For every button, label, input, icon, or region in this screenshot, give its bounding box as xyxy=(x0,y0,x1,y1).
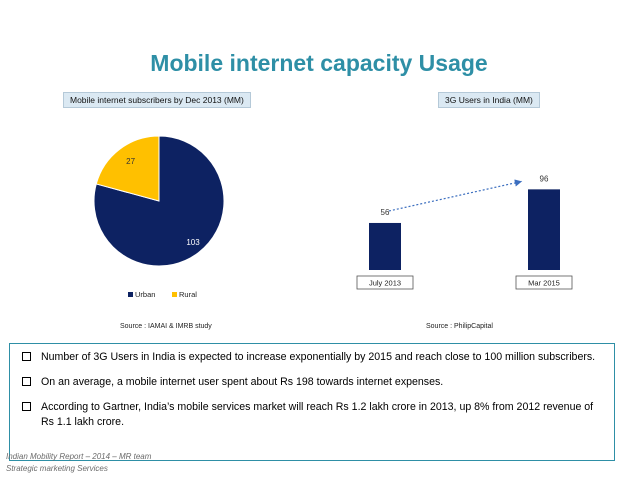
pie-chart-source: Source : IAMAI & IMRB study xyxy=(120,323,212,330)
bullet-item: Number of 3G Users in India is expected … xyxy=(22,350,606,365)
bar-chart-source: Source : PhilipCapital xyxy=(426,323,493,330)
checkbox-bullet-icon xyxy=(22,377,31,386)
pie-chart: 103 27 Urban Rural xyxy=(93,135,225,299)
bullet-item: On an average, a mobile internet user sp… xyxy=(22,375,606,390)
category-label-box xyxy=(356,275,414,290)
bullet-text: On an average, a mobile internet user sp… xyxy=(41,376,444,388)
bar xyxy=(528,189,560,270)
bar-chart: 56 July 2013 96 Mar 2015 xyxy=(356,174,573,290)
bar-data-label: 56 xyxy=(381,208,390,217)
bullet-text: Number of 3G Users in India is expected … xyxy=(41,351,596,363)
category-label: Mar 2015 xyxy=(528,279,560,288)
category-label: July 2013 xyxy=(369,279,401,288)
legend-swatch xyxy=(128,292,133,297)
bar xyxy=(369,222,401,270)
pie-chart-title: Mobile internet subscribers by Dec 2013 … xyxy=(63,92,251,108)
pie-slice-rural xyxy=(95,135,160,202)
pie-data-label: 27 xyxy=(126,157,135,166)
slide-title: Mobile internet capacity Usage xyxy=(150,50,488,76)
category-label-box xyxy=(515,275,573,290)
legend-label: Urban xyxy=(135,290,155,299)
legend-swatch xyxy=(172,292,177,297)
bullet-item: According to Gartner, India’s mobile ser… xyxy=(22,400,606,430)
bar-data-label: 96 xyxy=(540,174,549,183)
legend-label: Rural xyxy=(179,290,197,299)
checkbox-bullet-icon xyxy=(22,352,31,361)
footer-team-name: Strategic marketing Services xyxy=(6,464,108,473)
bullet-list: Number of 3G Users in India is expected … xyxy=(9,343,615,461)
bar-chart-title: 3G Users in India (MM) xyxy=(438,92,540,108)
trend-arrow xyxy=(388,179,523,212)
bullet-text: According to Gartner, India’s mobile ser… xyxy=(41,401,594,428)
checkbox-bullet-icon xyxy=(22,402,31,411)
footer-report-name: Indian Mobility Report – 2014 – MR team xyxy=(6,452,152,461)
pie-data-label: 103 xyxy=(186,238,200,247)
